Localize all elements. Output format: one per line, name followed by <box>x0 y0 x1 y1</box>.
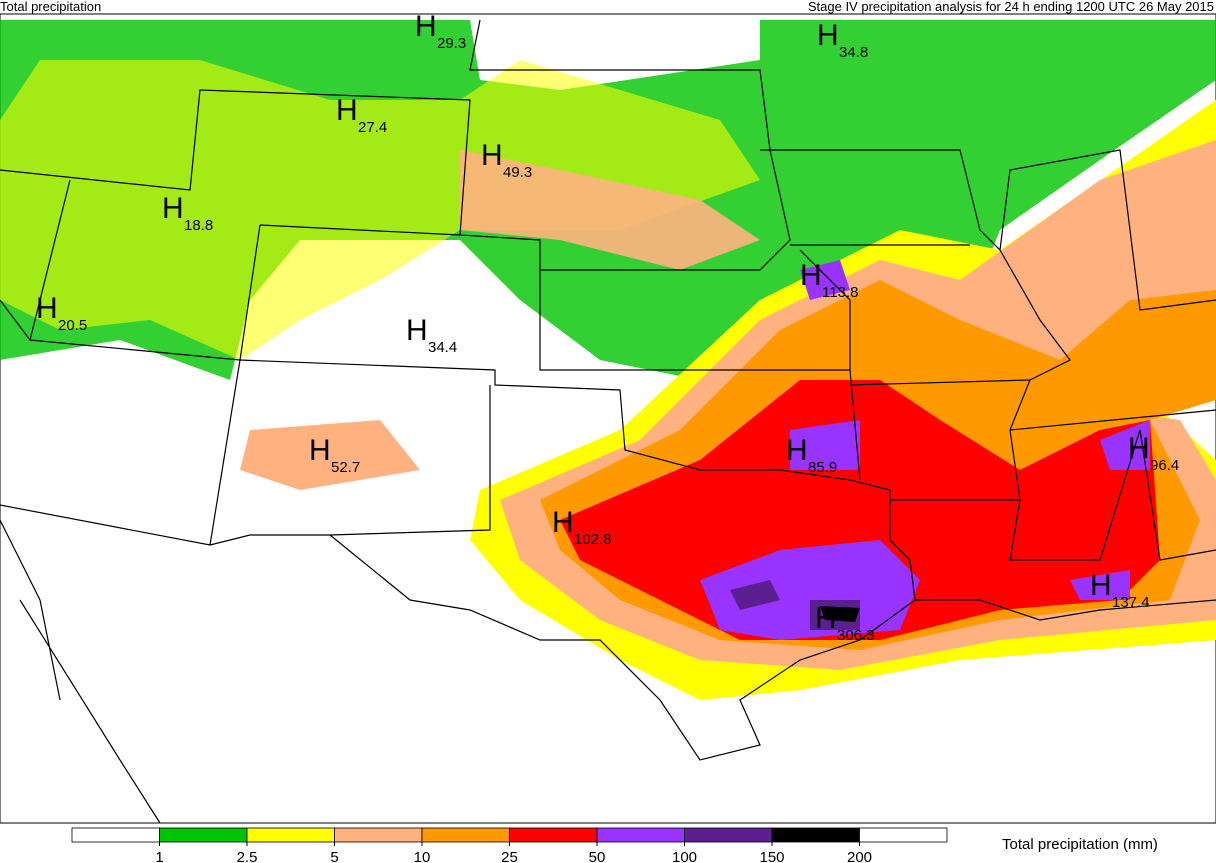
max-value: 306.3 <box>837 627 875 644</box>
colorbar-swatch <box>684 827 773 843</box>
colorbar-swatch <box>859 827 948 843</box>
max-value: 49.3 <box>503 164 532 181</box>
colorbar: Total precipitation (mm) 1 2.5 5 10 25 50 100 1… <box>71 827 1158 863</box>
colorbar-swatch <box>246 827 335 843</box>
colorbar-swatch <box>509 827 598 843</box>
state-borders <box>0 19 1216 824</box>
max-value: 137.4 <box>1112 594 1150 611</box>
header-left: Total precipitation <box>0 0 101 14</box>
max-value: 27.4 <box>358 119 387 136</box>
colorbar-tick-label: 2.5 <box>237 849 258 863</box>
header-right: Stage IV precipitation analysis for 24 h… <box>808 0 1214 14</box>
max-marker: H <box>800 259 822 292</box>
max-value: 113.8 <box>822 284 858 301</box>
colorbar-swatch <box>771 827 860 843</box>
max-marker: H <box>552 506 574 539</box>
max-marker: H <box>1090 569 1112 602</box>
max-marker: H <box>162 192 184 225</box>
colorbar-swatch <box>71 827 160 843</box>
colorbar-swatch <box>159 827 248 843</box>
max-value: 34.8 <box>839 44 868 61</box>
colorbar-swatch <box>334 827 423 843</box>
max-value: 20.5 <box>58 317 87 334</box>
colorbar-swatch <box>596 827 685 843</box>
max-marker: H <box>36 292 58 325</box>
max-value: 85.9 <box>808 459 837 476</box>
colorbar-tick-label: 50 <box>589 849 606 863</box>
colorbar-swatch <box>421 827 510 843</box>
colorbar-tick-label: 5 <box>330 849 338 863</box>
colorbar-tick-label: 25 <box>501 849 518 863</box>
colorbar-tick-label: 150 <box>759 849 784 863</box>
max-marker: H <box>817 19 839 52</box>
max-marker: H <box>815 602 837 635</box>
colorbar-tick-label: 10 <box>414 849 431 863</box>
precip-field <box>0 20 1216 700</box>
max-value: 18.8 <box>184 217 213 234</box>
max-value: 102.8 <box>574 531 612 548</box>
colorbar-tick-label: 200 <box>847 849 872 863</box>
colorbar-tick-label: 100 <box>672 849 697 863</box>
max-marker: H <box>415 10 437 43</box>
max-marker: H <box>1128 432 1150 465</box>
colorbar-label: Total precipitation (mm) <box>1002 836 1158 853</box>
max-value: 96.4 <box>1150 457 1179 474</box>
max-value: 52.7 <box>331 459 360 476</box>
max-value: 34.4 <box>428 339 457 356</box>
colorbar-tick-label: 1 <box>155 849 163 863</box>
max-value: 29.3 <box>437 35 466 52</box>
max-marker: H <box>481 139 503 172</box>
max-marker: H <box>309 434 331 467</box>
max-marker: H <box>336 94 358 127</box>
max-marker: H <box>786 434 808 467</box>
max-marker: H <box>406 314 428 347</box>
